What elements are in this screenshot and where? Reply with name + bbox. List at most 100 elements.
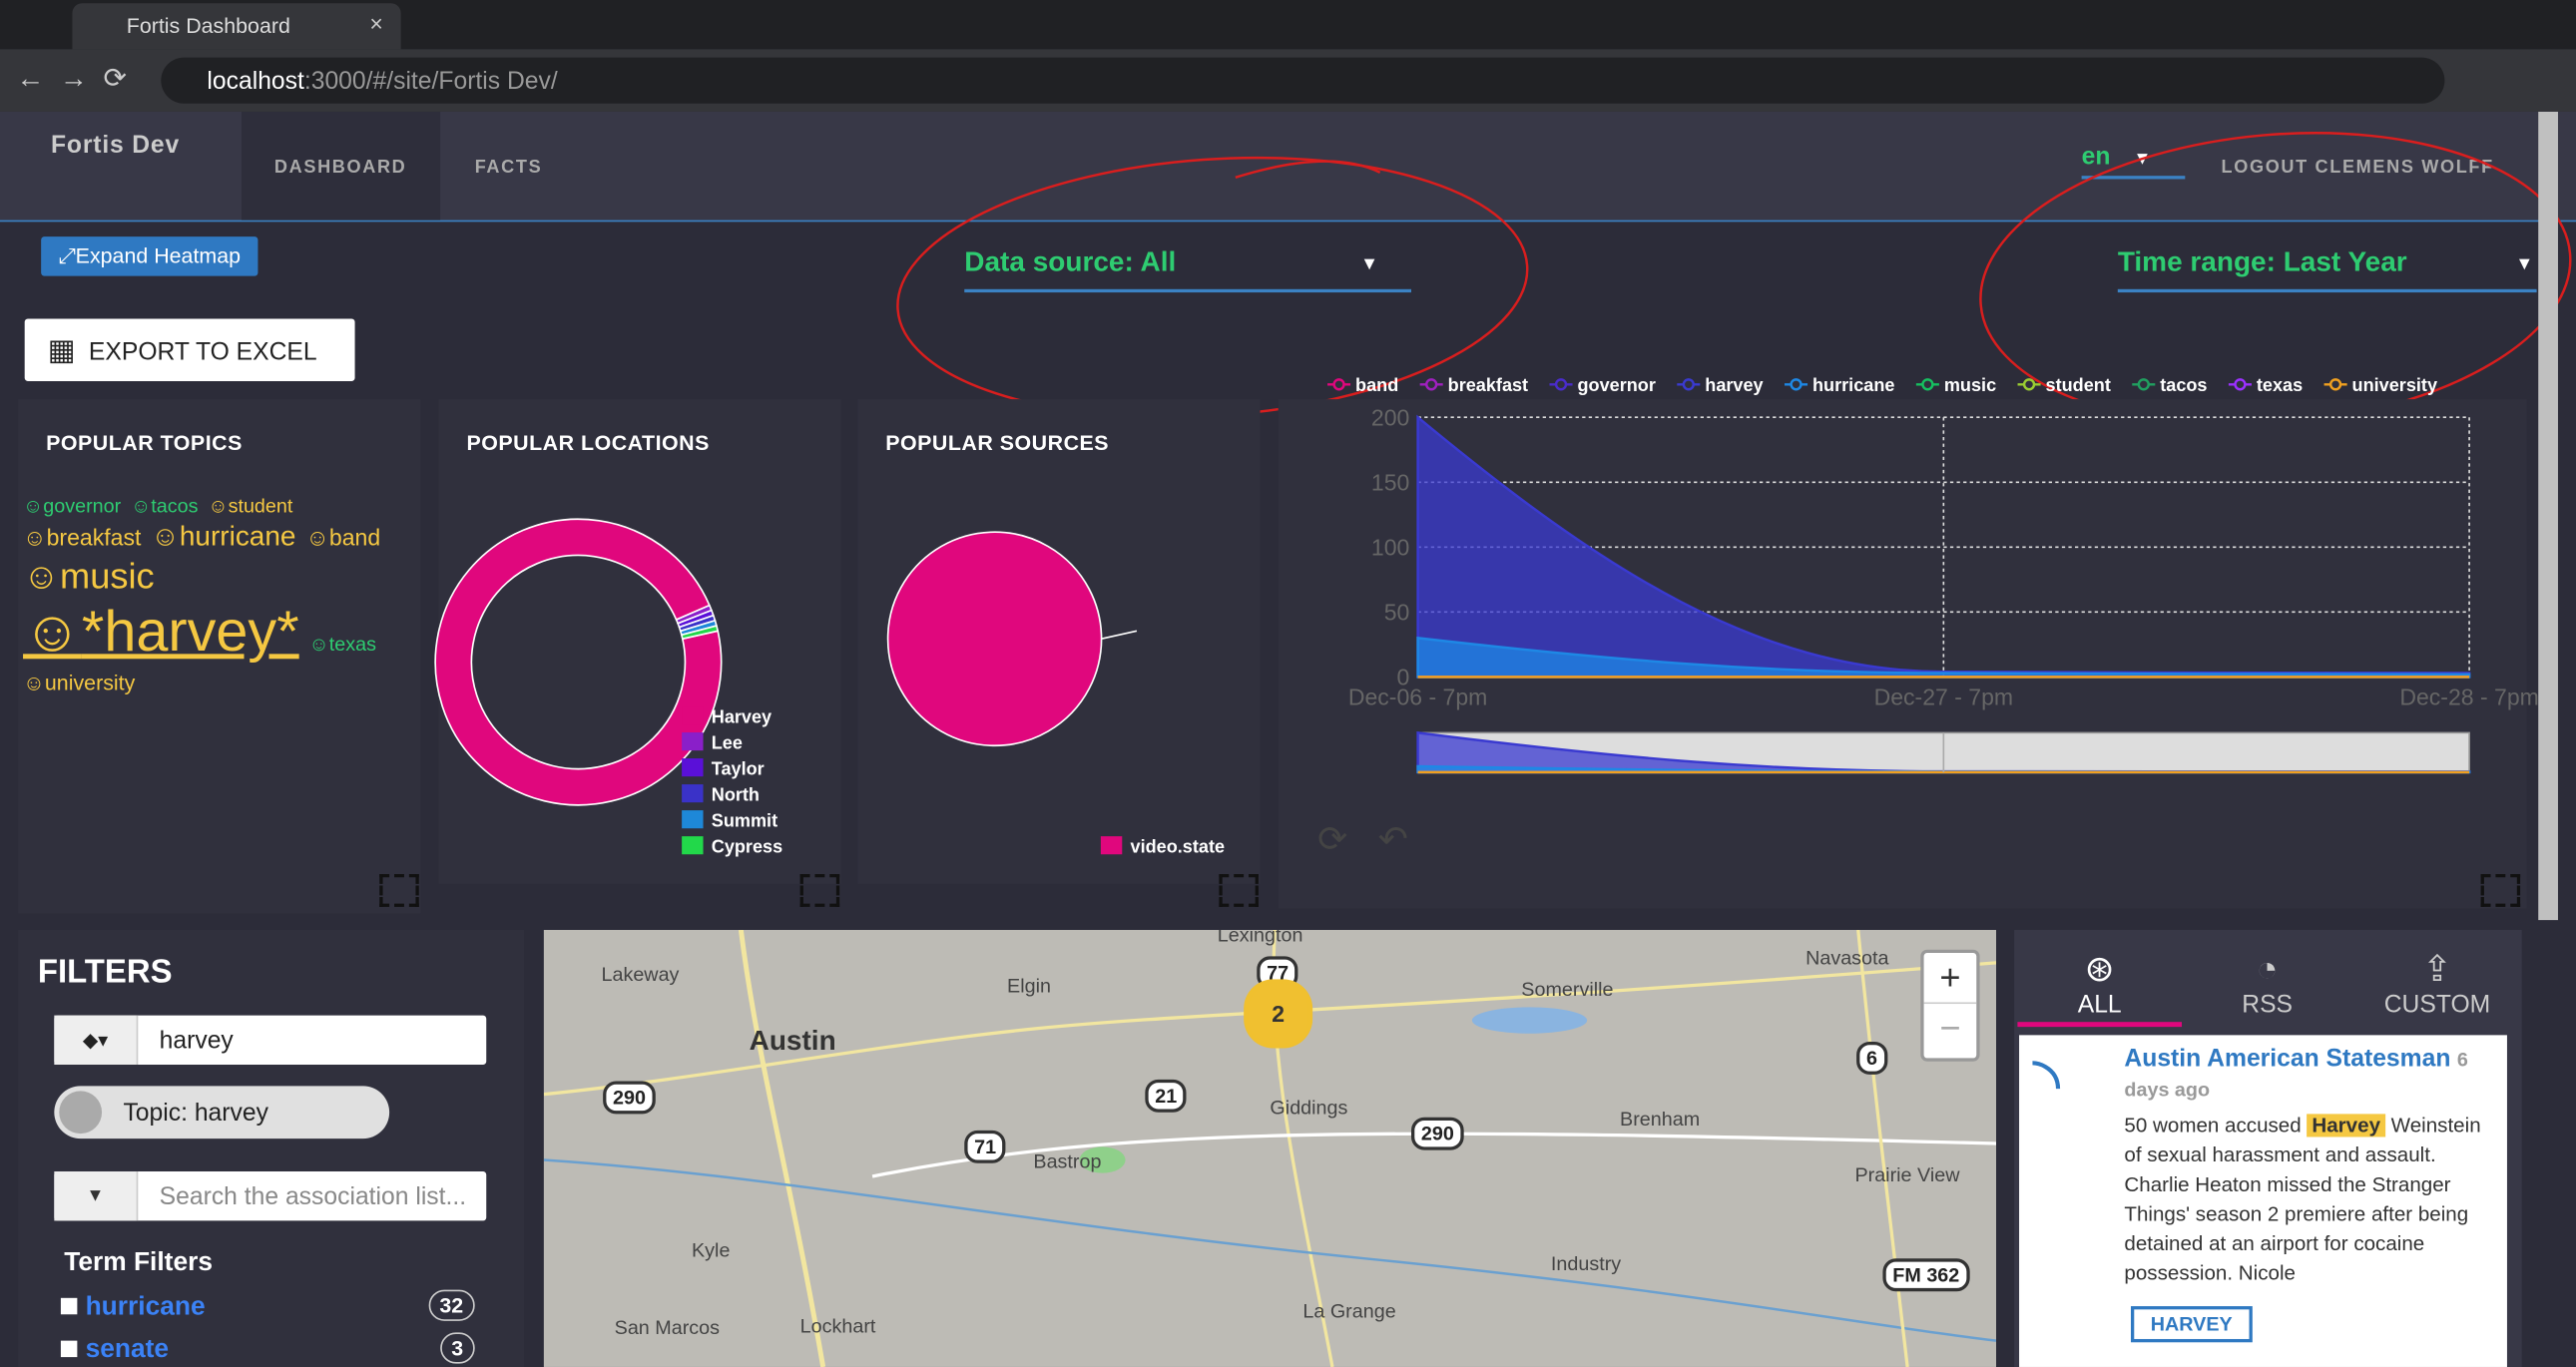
- road-shield: FM 362: [1882, 1258, 1970, 1292]
- tab-close[interactable]: ×: [369, 9, 383, 37]
- term-row[interactable]: hurricane 32: [60, 1289, 480, 1323]
- export-button[interactable]: ▦ EXPORT TO EXCEL: [24, 318, 355, 382]
- legend-dot: [1682, 378, 1695, 391]
- y-tick-label: 50: [1384, 600, 1410, 626]
- text: 50 women accused: [2124, 1114, 2308, 1138]
- topic-word[interactable]: student: [208, 495, 293, 519]
- place: San Marcos: [614, 1315, 721, 1339]
- expand-heatmap[interactable]: ⤢Expand Heatmap: [41, 236, 258, 276]
- association-search[interactable]: ▼ Search the association list...: [54, 1171, 487, 1221]
- chip-label: Topic: harvey: [123, 1099, 268, 1128]
- nav-tab[interactable]: DASHBOARD: [273, 158, 407, 178]
- term-count: 32: [427, 1289, 475, 1321]
- zoom-out[interactable]: −: [1923, 1002, 1977, 1053]
- y-tick-label: 150: [1371, 470, 1409, 496]
- topic-word[interactable]: band: [305, 525, 380, 553]
- donut-slice: [434, 518, 723, 806]
- resize-icon[interactable]: [379, 873, 419, 907]
- tab-title: Fortis Dashboard: [126, 13, 290, 38]
- legend-swatch: [682, 836, 704, 855]
- topic-word[interactable]: music: [23, 555, 155, 598]
- nav-buttons[interactable]: ← → ⟳: [16, 62, 127, 94]
- zoom-in[interactable]: +: [1939, 956, 1961, 998]
- legend-dot: [2022, 378, 2036, 391]
- charts: Harvey Lee Taylor North Summit Cypress video.s…: [434, 375, 2539, 857]
- data-source-select[interactable]: Data source: All ▼: [964, 246, 1411, 293]
- word-cloud: governor tacos student breakfast hurricane b…: [23, 490, 417, 698]
- feed-source: Austin American Statesman: [2124, 1045, 2451, 1074]
- legend-dot: [2137, 378, 2150, 391]
- term-filters-title: Term Filters: [64, 1248, 214, 1277]
- donut-slice: [680, 625, 720, 641]
- panel-title: POPULAR SOURCES: [885, 430, 1110, 456]
- search-box[interactable]: ◆▾ harvey: [54, 1015, 487, 1065]
- place: Lockhart: [799, 1314, 876, 1338]
- url-host: localhost: [207, 67, 304, 96]
- scrollbar[interactable]: [2538, 111, 2558, 921]
- place: Lakeway: [601, 962, 680, 986]
- resize-icon[interactable]: [799, 873, 840, 907]
- place: Somerville: [1521, 977, 1614, 1001]
- resize-icon[interactable]: [2480, 873, 2521, 907]
- chart-controls[interactable]: ⟳ ↶: [1317, 818, 1409, 860]
- legend-label: governor: [1577, 375, 1655, 395]
- cluster-marker[interactable]: 2: [1244, 979, 1313, 1049]
- topic-word[interactable]: governor: [23, 495, 121, 519]
- legend-swatch: [1100, 836, 1123, 855]
- road-shield: 290: [1410, 1117, 1464, 1150]
- topic-word[interactable]: university: [23, 671, 135, 696]
- zoom-control: + −: [1920, 949, 1980, 1062]
- feed-tag[interactable]: HARVEY: [2130, 1306, 2253, 1343]
- topic-word[interactable]: hurricane: [151, 521, 296, 555]
- term-row[interactable]: senate 3: [60, 1332, 480, 1366]
- text: Weinstein of sexual harassment and assau…: [2124, 1114, 2481, 1285]
- feed-tab[interactable]: ◔ RSS: [2242, 948, 2294, 1019]
- place: Giddings: [1270, 1096, 1348, 1120]
- legend-label: music: [1944, 375, 1996, 395]
- tab[interactable]: [72, 3, 401, 50]
- feed-tab[interactable]: ⊛ ALL: [2017, 948, 2183, 1028]
- feed-time: 6 days ago: [2124, 1048, 2468, 1102]
- place: Austin: [749, 1025, 836, 1057]
- logout[interactable]: LOGOUT CLEMENS WOLFF: [2221, 158, 2494, 178]
- address-bar[interactable]: [161, 57, 2445, 104]
- filters-title: FILTERS: [37, 954, 173, 991]
- area: [1416, 636, 2471, 679]
- place: Prairie View: [1854, 1162, 1960, 1186]
- time-range: Time range: Last Year: [2117, 245, 2407, 278]
- legend-dot: [1554, 378, 1568, 391]
- site-name: Fortis Dev: [51, 131, 181, 160]
- language: en: [2081, 143, 2111, 172]
- term-count: 3: [439, 1332, 475, 1364]
- legend-label: Harvey: [712, 707, 772, 727]
- feed-card[interactable]: ◝ Austin American Statesman 6 days ago 5…: [2019, 1035, 2507, 1367]
- road-shield: 21: [1145, 1079, 1188, 1113]
- rss-icon: ◝: [2032, 1043, 2061, 1125]
- place: Brenham: [1620, 1107, 1701, 1131]
- legend-label: North: [712, 785, 760, 805]
- legend-swatch: [682, 732, 704, 751]
- time-range-select[interactable]: Time range: Last Year ▼: [2117, 245, 2537, 293]
- feed-tab[interactable]: ⇪ CUSTOM: [2383, 948, 2491, 1019]
- legend-label: harvey: [1705, 375, 1763, 395]
- topic-word[interactable]: tacos: [131, 495, 198, 519]
- place: Lexington: [1217, 929, 1303, 947]
- legend-label: Lee: [712, 733, 743, 753]
- placeholder: Search the association list...: [159, 1182, 467, 1211]
- map[interactable]: Lexington Lakeway Elgin Austin Navasota …: [543, 929, 1997, 1367]
- topic-word[interactable]: breakfast: [23, 525, 142, 553]
- topic-chip[interactable]: Topic: harvey: [54, 1086, 390, 1139]
- highlight: Harvey: [2307, 1114, 2385, 1137]
- place: Elgin: [1007, 974, 1051, 998]
- nav-tab[interactable]: FACTS: [474, 158, 543, 178]
- language-select[interactable]: en ▼: [2081, 143, 2186, 180]
- topic-word[interactable]: texas: [309, 633, 376, 657]
- legend-swatch: [682, 758, 704, 777]
- legend-label: texas: [2257, 375, 2303, 395]
- feed-tab-label: CUSTOM: [2383, 990, 2491, 1019]
- legend-label: student: [2046, 375, 2111, 395]
- topic-word[interactable]: *harvey*: [23, 598, 299, 667]
- legend-swatch: [682, 706, 704, 725]
- resize-icon[interactable]: [1219, 873, 1259, 907]
